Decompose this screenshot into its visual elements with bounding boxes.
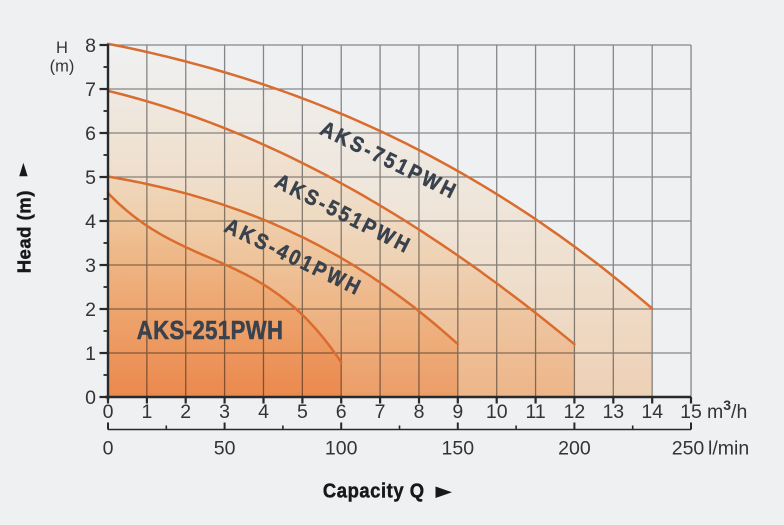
svg-text:9: 9 <box>452 401 463 423</box>
svg-text:0: 0 <box>85 387 96 409</box>
svg-text:Capacity Q: Capacity Q <box>323 480 425 503</box>
svg-text:250: 250 <box>672 438 705 460</box>
svg-text:0: 0 <box>103 401 114 423</box>
svg-text:100: 100 <box>325 438 358 460</box>
svg-text:H: H <box>56 39 68 57</box>
svg-text:11: 11 <box>525 401 545 423</box>
svg-text:15: 15 <box>680 401 702 423</box>
svg-text:50: 50 <box>214 438 236 460</box>
svg-text:6: 6 <box>336 401 347 423</box>
svg-text:2: 2 <box>180 401 191 423</box>
svg-text:1: 1 <box>141 401 152 423</box>
svg-text:13: 13 <box>602 401 624 423</box>
svg-text:l/min: l/min <box>708 438 749 460</box>
svg-text:7: 7 <box>85 79 96 101</box>
svg-text:7: 7 <box>375 401 386 423</box>
svg-text:(m): (m) <box>50 57 75 75</box>
svg-text:14: 14 <box>641 401 663 423</box>
svg-text:5: 5 <box>297 401 308 423</box>
svg-text:4: 4 <box>258 401 269 423</box>
svg-text:150: 150 <box>442 438 475 460</box>
svg-text:5: 5 <box>85 167 96 189</box>
svg-text:6: 6 <box>85 123 96 145</box>
svg-text:8: 8 <box>414 401 425 423</box>
svg-text:3: 3 <box>219 401 230 423</box>
svg-text:3: 3 <box>85 255 96 277</box>
svg-text:200: 200 <box>558 438 591 460</box>
svg-text:4: 4 <box>85 211 96 233</box>
svg-text:10: 10 <box>486 401 508 423</box>
svg-text:8: 8 <box>85 35 96 57</box>
svg-text:Head (m): Head (m) <box>14 190 35 273</box>
svg-text:12: 12 <box>564 401 586 423</box>
svg-text:0: 0 <box>103 438 114 460</box>
svg-text:AKS-251PWH: AKS-251PWH <box>137 317 284 346</box>
svg-text:1: 1 <box>85 343 96 365</box>
svg-text:2: 2 <box>85 299 96 321</box>
